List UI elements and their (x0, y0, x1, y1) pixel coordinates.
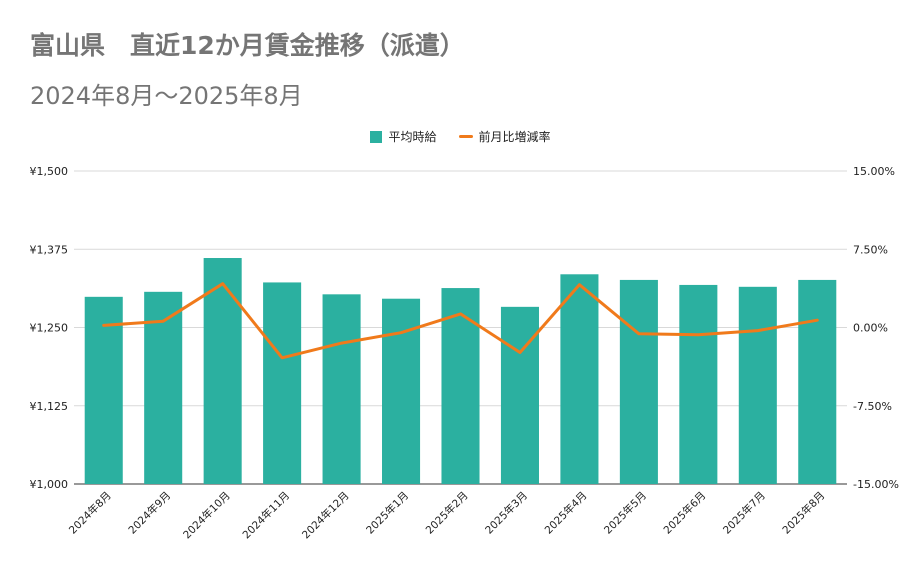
right-axis-tick-label: -15.00% (853, 478, 899, 491)
bar (738, 286, 777, 484)
legend-item-bar: 平均時給 (370, 128, 437, 145)
bar (84, 296, 123, 484)
right-axis-tick-label: 0.00% (853, 322, 888, 335)
bar (382, 298, 421, 484)
bar (560, 274, 599, 484)
legend-line-swatch (458, 135, 473, 138)
x-axis-tick-label: 2025年7月 (720, 489, 768, 537)
x-axis-tick-label: 2024年9月 (126, 489, 174, 537)
x-axis-tick-label: 2024年11月 (240, 489, 292, 541)
x-axis-tick-label: 2025年8月 (780, 489, 828, 537)
right-axis-tick-label: 7.50% (853, 243, 888, 256)
left-axis-tick-label: ¥1,500 (30, 165, 69, 178)
x-axis-tick-label: 2024年8月 (66, 489, 114, 537)
x-axis-tick-label: 2024年12月 (299, 489, 351, 541)
bar (619, 279, 658, 484)
x-axis-tick-label: 2024年10月 (180, 489, 232, 541)
x-axis-tick-label: 2025年6月 (661, 489, 709, 537)
x-axis-tick-label: 2025年1月 (363, 489, 411, 537)
bar (203, 258, 242, 484)
x-axis-tick-label: 2025年2月 (423, 489, 471, 537)
bar (263, 282, 302, 484)
chart-legend: 平均時給 前月比増減率 (0, 128, 921, 145)
legend-item-line: 前月比増減率 (458, 128, 551, 145)
legend-label-line: 前月比増減率 (478, 130, 551, 144)
bar (798, 279, 837, 484)
x-axis-tick-label: 2025年3月 (482, 489, 530, 537)
right-axis-tick-label: -7.50% (853, 400, 892, 413)
right-axis-tick-label: 15.00% (853, 165, 895, 178)
legend-label-bar: 平均時給 (388, 130, 437, 144)
bar (679, 284, 718, 484)
line-series (102, 282, 819, 360)
legend-bar-swatch (370, 130, 383, 143)
bar (500, 306, 539, 484)
chart-subtitle: 2024年8月～2025年8月 (30, 82, 303, 110)
left-axis-tick-label: ¥1,125 (30, 400, 69, 413)
x-axis-tick-label: 2025年5月 (601, 489, 649, 537)
x-axis-tick-label: 2025年4月 (542, 489, 590, 537)
bar (144, 291, 183, 484)
bar (322, 294, 361, 484)
left-axis-tick-label: ¥1,250 (30, 322, 69, 335)
chart-title: 富山県 直近12か月賃金推移（派遣） (30, 31, 465, 60)
left-axis-tick-label: ¥1,000 (30, 478, 69, 491)
left-axis-tick-label: ¥1,375 (30, 243, 69, 256)
